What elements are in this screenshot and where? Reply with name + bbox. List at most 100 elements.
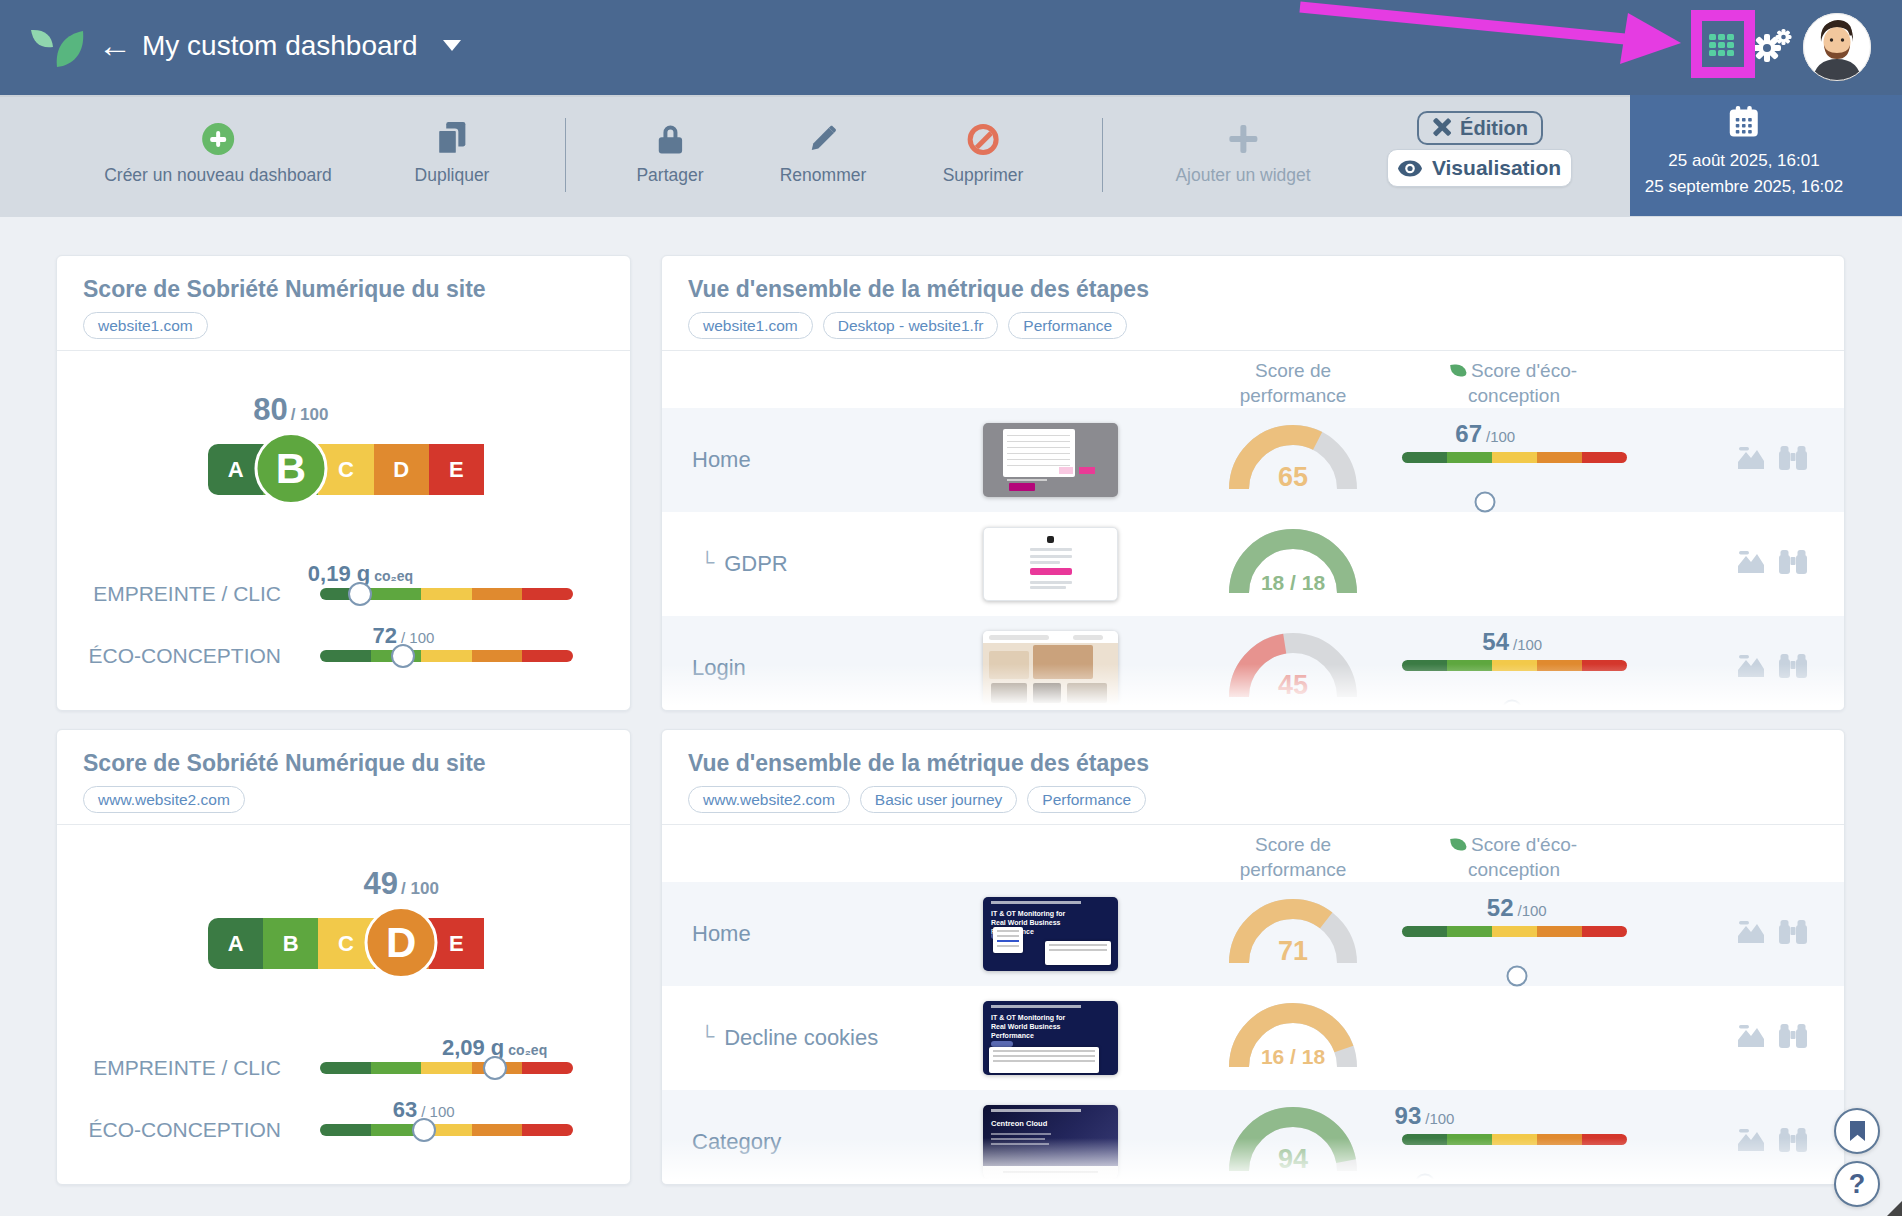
footprint-label: EMPREINTE / CLIC: [67, 582, 281, 606]
step-thumbnail[interactable]: IT & OT Monitoring for Real World Busine…: [983, 1001, 1118, 1075]
bookmark-button[interactable]: [1834, 1108, 1880, 1154]
eco-score-slider: 93/100: [1402, 1090, 1627, 1185]
chevron-down-icon[interactable]: [443, 40, 461, 51]
performance-gauge: 16 / 18: [1228, 1002, 1358, 1068]
edition-button[interactable]: Édition: [1417, 111, 1543, 145]
annotation-arrow: [1290, 0, 1700, 80]
rename-button[interactable]: Renommer: [780, 95, 867, 217]
grade-cell: A: [208, 918, 263, 969]
user-avatar[interactable]: [1802, 12, 1872, 82]
widget-title: Vue d'ensemble de la métrique des étapes: [688, 750, 1844, 777]
slider-knob: [1502, 699, 1523, 711]
metric-tag: Performance: [1027, 786, 1146, 813]
step-row-login: Login 45 54/100: [662, 616, 1844, 711]
performance-gauge: 18 / 18: [1228, 528, 1358, 594]
svg-text:45: 45: [1278, 670, 1308, 698]
toolbar: Créer un nouveau dashboard Dupliquer Par…: [0, 95, 1902, 217]
step-name: Home: [692, 921, 751, 947]
active-grade-badge: D: [365, 906, 438, 979]
history-chart-icon[interactable]: [1736, 1127, 1766, 1157]
slider-knob: [1414, 1173, 1435, 1185]
tools-icon: [1432, 118, 1452, 138]
step-row-home: Home IT & OT Monitoring for Real World B…: [662, 882, 1844, 986]
slider-knob: [348, 582, 372, 606]
step-name: GDPR: [700, 551, 788, 577]
journey-tag: Desktop - website1.fr: [823, 312, 999, 339]
history-chart-icon[interactable]: [1736, 1023, 1766, 1053]
site-score: 80/ 100: [253, 392, 328, 428]
bookmark-icon: [1849, 1121, 1866, 1142]
footprint-label: EMPREINTE / CLIC: [67, 1056, 281, 1080]
add-widget-button[interactable]: Ajouter un widget: [1175, 95, 1310, 217]
calendar-icon: [1728, 106, 1760, 138]
history-chart-icon[interactable]: [1736, 653, 1766, 683]
history-chart-icon[interactable]: [1736, 919, 1766, 949]
toolbar-divider: [1102, 118, 1103, 192]
resize-corner: [1887, 1201, 1902, 1216]
grade-cell: D: [374, 444, 429, 495]
svg-text:16 / 18: 16 / 18: [1261, 1045, 1326, 1068]
brand-leaf-logo[interactable]: [30, 23, 84, 73]
svg-text:94: 94: [1278, 1144, 1308, 1172]
delete-button[interactable]: Supprimer: [943, 95, 1024, 217]
duplicate-button[interactable]: Dupliquer: [415, 95, 490, 217]
date-range-panel[interactable]: 25 août 2025, 16:01 25 septembre 2025, 1…: [1630, 95, 1902, 216]
step-thumbnail[interactable]: [983, 423, 1118, 497]
lock-icon: [656, 121, 684, 157]
step-row-gdpr: GDPR 18 / 18: [662, 512, 1844, 616]
history-chart-icon[interactable]: [1736, 445, 1766, 475]
sobriety-score-widget: Score de Sobriété Numérique du site webs…: [56, 255, 631, 711]
date-end: 25 septembre 2025, 16:02: [1645, 174, 1843, 200]
table-header: Score deperformance Score d'éco-concepti…: [662, 826, 1844, 882]
site-tag: website1.com: [688, 312, 813, 339]
ecodesign-slider: 63/ 100: [320, 1124, 573, 1136]
details-binoculars-icon[interactable]: [1778, 1127, 1808, 1157]
sobriety-score-widget: Score de Sobriété Numérique du site www.…: [56, 729, 631, 1185]
details-binoculars-icon[interactable]: [1778, 653, 1808, 683]
dashboard-title[interactable]: My custom dashboard: [142, 30, 417, 62]
pencil-icon: [808, 121, 838, 157]
visualisation-button[interactable]: Visualisation: [1387, 149, 1572, 187]
steps-metric-widget: Vue d'ensemble de la métrique des étapes…: [661, 729, 1845, 1185]
site-score: 49/ 100: [364, 866, 439, 902]
details-binoculars-icon[interactable]: [1778, 445, 1808, 475]
step-name: Login: [692, 655, 746, 681]
settings-gears-icon[interactable]: [1750, 28, 1792, 68]
performance-gauge: 65: [1228, 424, 1358, 490]
step-thumbnail[interactable]: [983, 527, 1118, 601]
annotation-highlight-rect: [1691, 10, 1755, 78]
eye-icon: [1398, 160, 1422, 177]
details-binoculars-icon[interactable]: [1778, 549, 1808, 579]
help-button[interactable]: ?: [1834, 1161, 1880, 1207]
svg-text:71: 71: [1278, 936, 1308, 964]
details-binoculars-icon[interactable]: [1778, 1023, 1808, 1053]
svg-text:65: 65: [1278, 462, 1308, 490]
grade-cell: E: [429, 444, 484, 495]
widget-title: Score de Sobriété Numérique du site: [83, 750, 630, 777]
copy-icon: [437, 121, 467, 157]
plus-icon: [1228, 124, 1258, 154]
step-row-category: Category Centreon Cloud 94 93/100: [662, 1090, 1844, 1185]
toolbar-divider: [565, 118, 566, 192]
details-binoculars-icon[interactable]: [1778, 919, 1808, 949]
metric-tag: Performance: [1008, 312, 1127, 339]
ban-icon: [967, 124, 998, 155]
share-button[interactable]: Partager: [636, 95, 703, 217]
eco-score-value: 93/100: [1395, 1102, 1455, 1130]
eco-score-slider: 54/100: [1402, 616, 1627, 711]
steps-metric-widget: Vue d'ensemble de la métrique des étapes…: [661, 255, 1845, 711]
site-tag: www.website2.com: [688, 786, 850, 813]
step-thumbnail[interactable]: Centreon Cloud: [983, 1105, 1118, 1179]
step-name: Home: [692, 447, 751, 473]
back-arrow-icon[interactable]: ←: [98, 28, 132, 62]
create-dashboard-button[interactable]: Créer un nouveau dashboard: [104, 95, 332, 217]
eco-score-slider: 52/100: [1402, 882, 1627, 986]
step-name: Category: [692, 1129, 781, 1155]
history-chart-icon[interactable]: [1736, 549, 1766, 579]
eco-score-value: 67/100: [1455, 420, 1515, 448]
step-thumbnail[interactable]: IT & OT Monitoring for Real World Busine…: [983, 897, 1118, 971]
letter-grade-scale: A B C D E D: [208, 918, 484, 969]
step-thumbnail[interactable]: [983, 631, 1118, 705]
performance-gauge: 71: [1228, 898, 1358, 964]
plus-circle-icon: [202, 123, 234, 155]
